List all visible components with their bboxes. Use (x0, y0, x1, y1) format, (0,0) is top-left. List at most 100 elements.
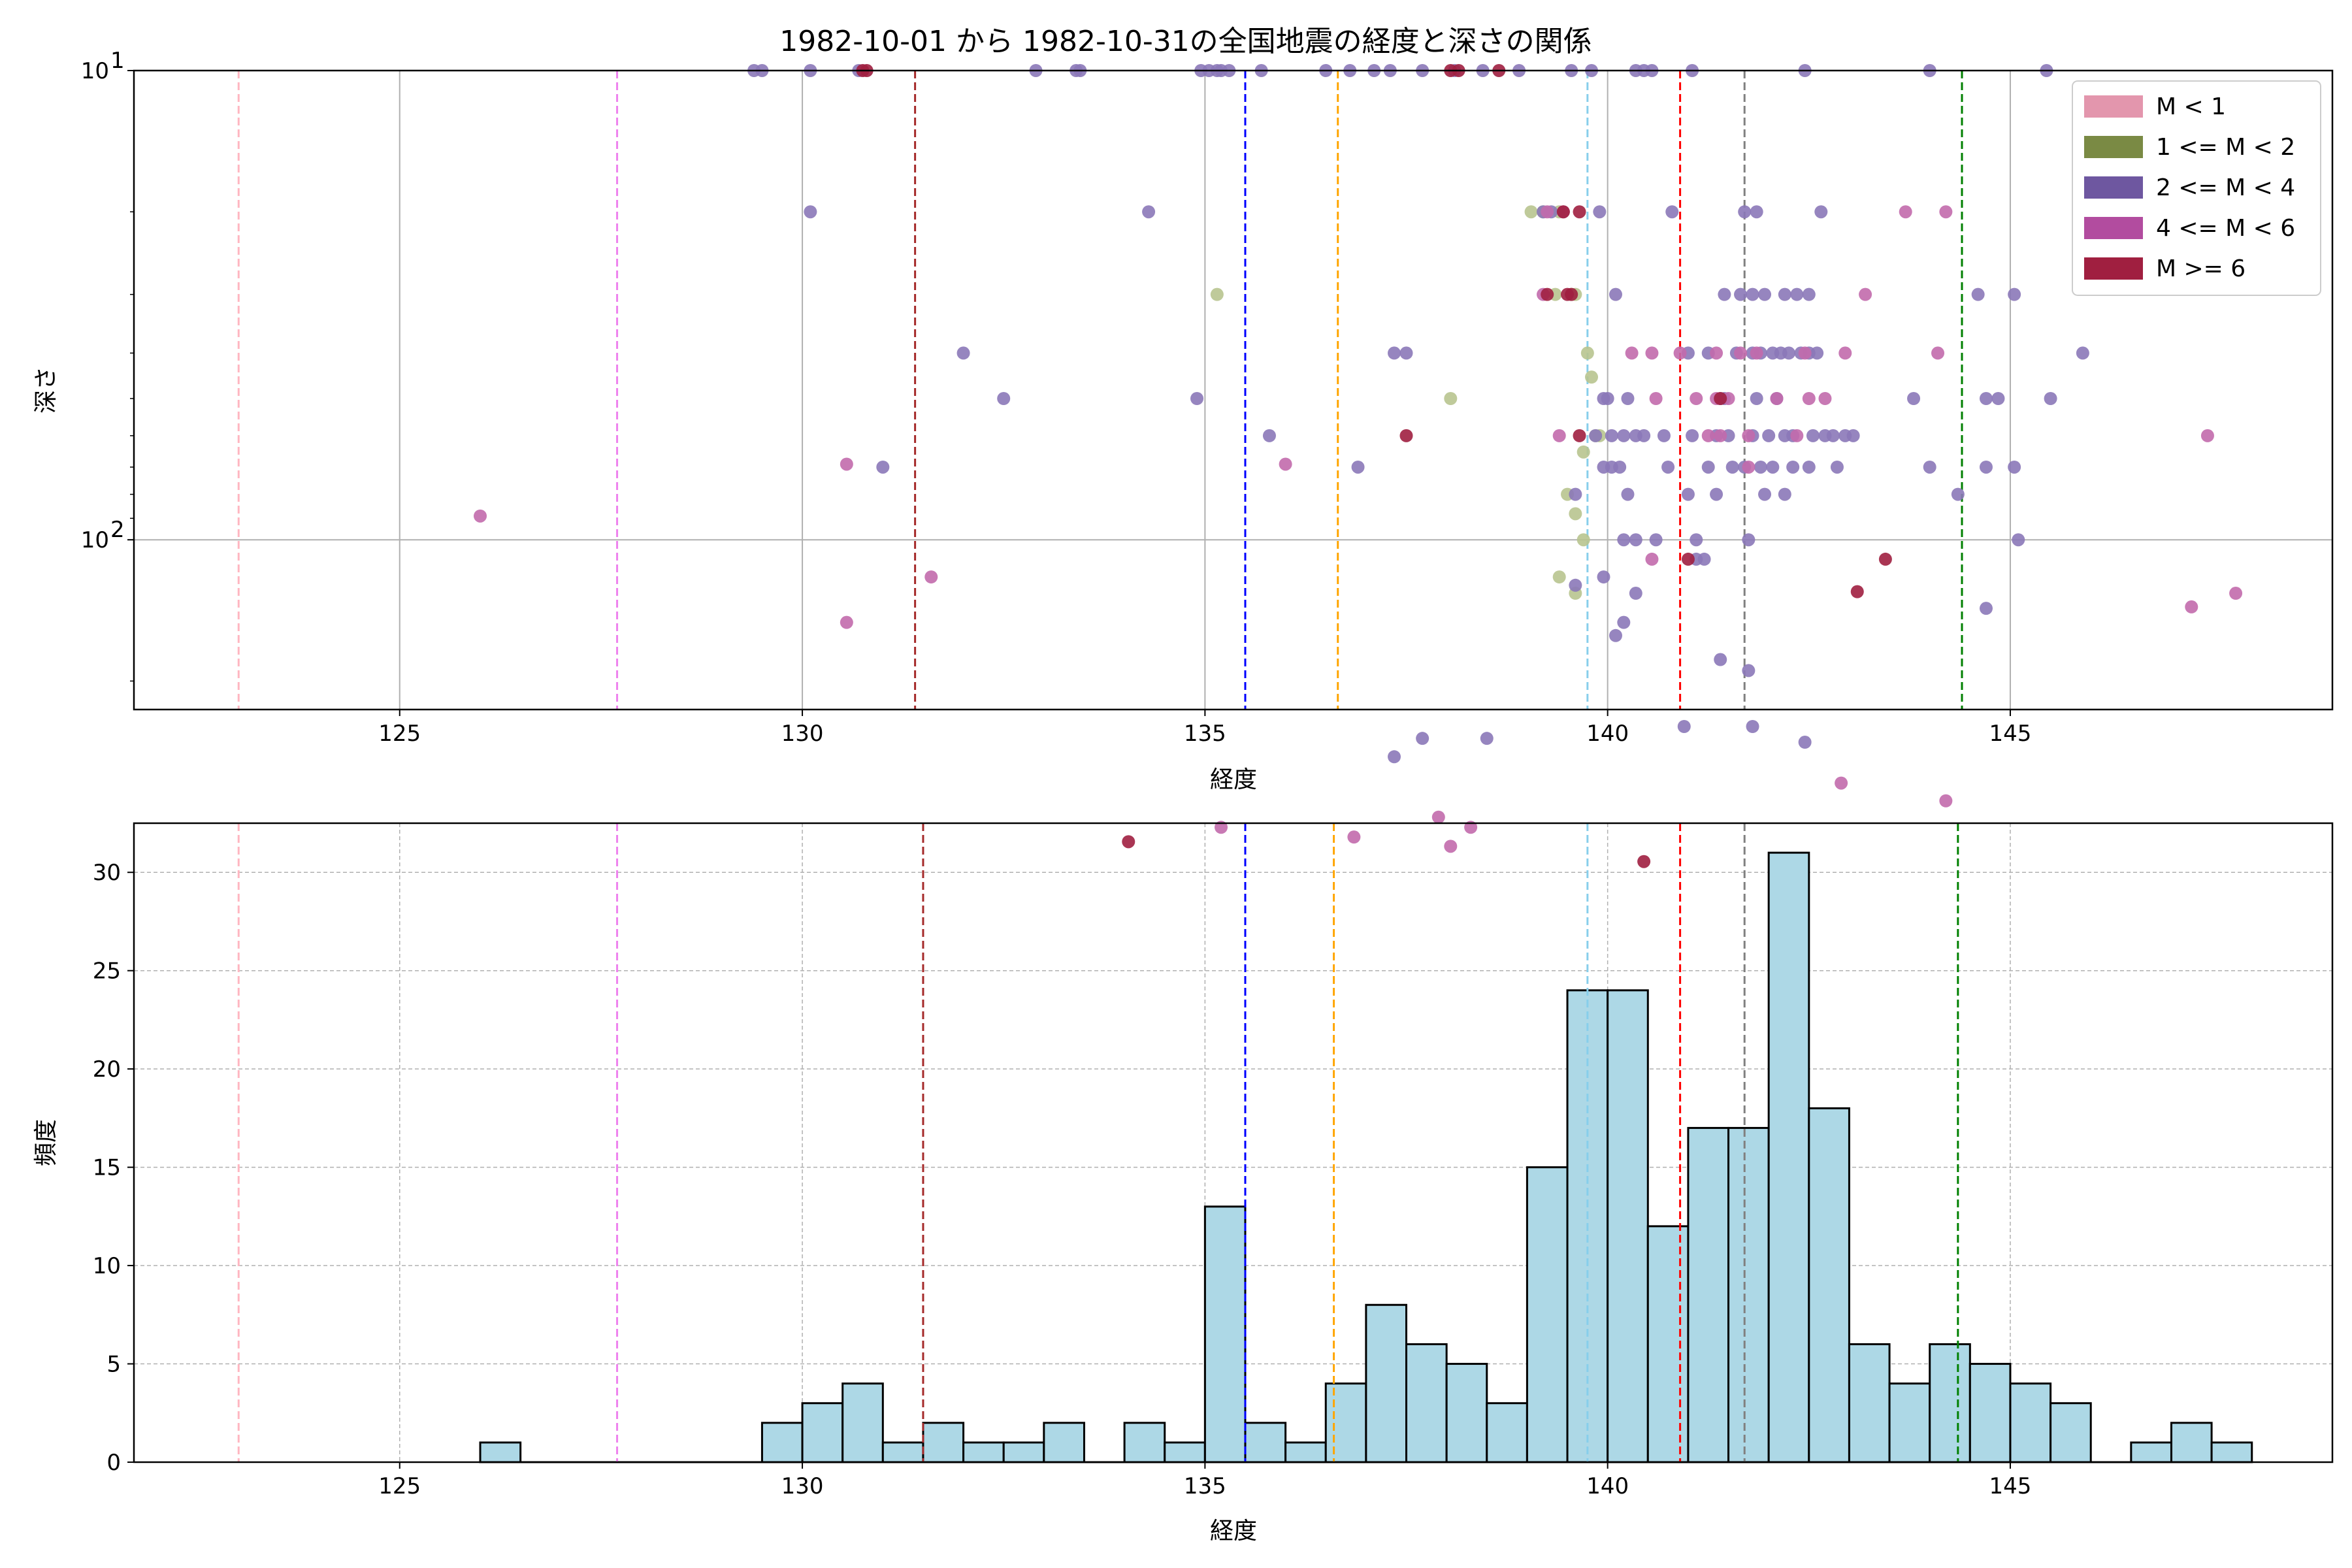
scatter-x-tick-label: 145 (1989, 721, 2032, 747)
scatter-point (1573, 429, 1586, 442)
scatter-point (1541, 287, 1554, 301)
histogram-y-tick-label: 10 (93, 1253, 121, 1279)
scatter-point (1790, 429, 1804, 442)
scatter-point (1758, 487, 1772, 501)
histogram-bar (1646, 1225, 1690, 1463)
scatter-point (1742, 460, 1756, 474)
scatter-point (1645, 346, 1659, 360)
histogram-bar (881, 1441, 924, 1463)
scatter-axes-frame (133, 69, 2334, 711)
scatter-point (1778, 287, 1791, 301)
histogram-bar (1002, 1441, 1045, 1463)
scatter-point (1701, 429, 1715, 442)
scatter-point (1710, 346, 1723, 360)
scatter-point (1790, 287, 1804, 301)
histogram-y-tick-label: 0 (106, 1450, 121, 1476)
scatter-point (1569, 487, 1582, 501)
scatter-point (1838, 346, 1852, 360)
scatter-point (1464, 821, 1478, 834)
scatter-point (1573, 205, 1586, 219)
scatter-point (1621, 392, 1635, 406)
scatter-point (1279, 457, 1292, 471)
scatter-point (1677, 720, 1691, 734)
histogram-bar (2050, 1402, 2092, 1463)
scatter-point (1585, 370, 1599, 384)
scatter-point (1859, 287, 1872, 301)
scatter-point (1725, 460, 1739, 474)
scatter-point (997, 392, 1011, 406)
scatter-point (1939, 205, 1953, 219)
histogram-bar (962, 1441, 1005, 1463)
scatter-grid (134, 70, 2332, 710)
scatter-point (1665, 205, 1679, 219)
scatter-point (1979, 602, 1993, 615)
scatter-point (1697, 552, 1711, 566)
scatter-point (1798, 736, 1812, 749)
scatter-point (1580, 346, 1594, 360)
scatter-point (1754, 460, 1767, 474)
scatter-x-ticks: 125 130 135 140 145 (378, 710, 2031, 747)
scatter-y-label: 深さ (33, 367, 59, 414)
scatter-x-tick-label: 125 (378, 721, 421, 747)
scatter-point (1388, 750, 1401, 764)
scatter-point (1979, 392, 1993, 406)
histogram-bar (801, 1402, 844, 1463)
scatter-point (1569, 507, 1582, 521)
scatter-point (1923, 460, 1936, 474)
scatter-point (1661, 460, 1675, 474)
histogram-bar (2009, 1382, 2052, 1463)
scatter-point (1576, 533, 1590, 547)
scatter-point (2185, 600, 2198, 613)
scatter-y-tick-exponent: 1 (110, 48, 125, 74)
scatter-point (1617, 429, 1631, 442)
histogram-x-tick-label: 125 (378, 1473, 421, 1499)
scatter-point (1399, 429, 1413, 442)
scatter-point (1846, 429, 1860, 442)
scatter-point (2076, 346, 2089, 360)
scatter-point (1762, 429, 1776, 442)
scatter-x-tick-label: 135 (1184, 721, 1226, 747)
scatter-point (1710, 487, 1723, 501)
histogram-bar (1929, 1343, 1971, 1463)
scatter-point (1734, 287, 1748, 301)
scatter-point (1480, 732, 1494, 745)
histogram-x-label: 経度 (1210, 1518, 1257, 1544)
histogram-y-tick-label: 30 (93, 860, 121, 886)
scatter-point (1850, 585, 1864, 598)
histogram-bar (760, 1422, 804, 1463)
histogram-bar (2170, 1422, 2213, 1463)
legend-swatch (2084, 257, 2143, 280)
scatter-point (924, 570, 938, 584)
histogram-x-tick-label: 145 (1989, 1473, 2032, 1499)
scatter-point (2008, 460, 2021, 474)
scatter-point (1388, 346, 1401, 360)
scatter-point (2008, 287, 2021, 301)
histogram-bar (2210, 1441, 2253, 1463)
histogram-bar (1848, 1343, 1891, 1463)
histogram-bar (1365, 1303, 1408, 1463)
histogram-bar (1043, 1422, 1085, 1463)
legend-label: 2 <= M < 4 (2156, 174, 2295, 201)
scatter-point (2200, 429, 2214, 442)
scatter-x-tick-label: 130 (781, 721, 824, 747)
scatter-point (1142, 205, 1156, 219)
scatter-x-label: 経度 (1210, 766, 1257, 793)
scatter-x-tick-label: 140 (1586, 721, 1629, 747)
scatter-point (1750, 392, 1763, 406)
scatter-point (1835, 776, 1848, 790)
scatter-point (1806, 429, 1820, 442)
scatter-point (1971, 287, 1985, 301)
histogram-x-ticks: 125 130 135 140 145 (378, 1462, 2031, 1499)
scatter-point (1766, 460, 1780, 474)
scatter-point (1681, 487, 1695, 501)
histogram-bar (1284, 1441, 1327, 1463)
scatter-point (1991, 392, 2005, 406)
scatter-point (1778, 487, 1791, 501)
scatter-point (1814, 205, 1828, 219)
scatter-point (1605, 429, 1618, 442)
scatter-point (1770, 392, 1784, 406)
scatter-point (1714, 653, 1727, 666)
scatter-point (1569, 578, 1582, 592)
scatter-point (1746, 720, 1759, 734)
